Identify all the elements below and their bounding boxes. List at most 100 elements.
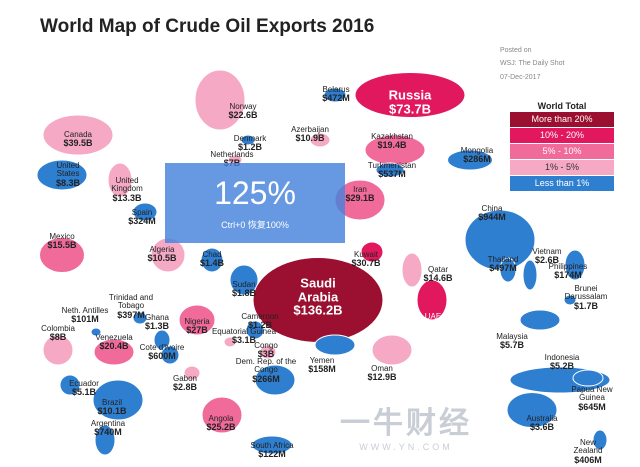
country-name: United Kingdom [111,175,143,194]
country-label: Turkmenistan $537M [365,161,420,180]
country-label: Denmark $1.2B [228,134,273,153]
country-name: Denmark [233,134,267,144]
country-value: $174M [554,270,582,281]
country-label: Dem. Rep. of the Congo $266M [231,357,301,384]
country-value: $406M [574,454,602,465]
country-shape [42,114,114,156]
country-value: $1.7B [573,300,599,311]
country-label: Yemen $158M [302,356,342,375]
country-shape [522,259,538,291]
country-shape [107,162,133,198]
country-value: $5.2B [549,361,575,372]
country-shape [93,338,135,366]
country-label: Spain $324M [127,208,157,227]
country-name: Nigeria [184,317,210,327]
country-label: Russia $73.7B [380,88,440,115]
country-name: Belarus [322,85,350,95]
country-name: UAE [424,312,442,322]
country-shape [42,334,74,366]
country-label: Vietnam $2.6B [527,247,567,266]
country-value: $27B [186,325,208,336]
country-label: United States $8.3B [46,161,91,188]
country-name: Vietnam [532,247,562,257]
country-value: $10.9B [295,133,325,144]
country-label: Azerbaijan $10.9B [285,125,335,144]
country-value: $1.8B [231,288,257,299]
country-value: $30.7B [351,258,381,269]
country-value: $8B [49,332,67,343]
country-name: Trinidad and Tobago [108,292,154,311]
country-label: Kazakhstan $19.4B [365,132,420,151]
legend: World Total More than 20% 10% - 20% 5% - 1… [510,101,614,192]
country-name: Angola [208,414,234,424]
country-value: $397M [117,309,145,320]
country-label: Kuwait $30.7B [346,250,386,269]
country-value: $22.6B [228,110,258,121]
country-name: Russia [388,87,432,103]
country-value: $14.6B [423,273,453,284]
country-label: Indonesia $5.2B [537,353,587,372]
country-label: Trinidad and Tobago $397M [106,292,156,320]
country-shape [229,264,259,296]
country-name: Sudan [232,280,256,290]
country-shape [200,247,224,273]
country-name: Congo [254,341,278,351]
country-label: Cameroon $1.2B [225,312,295,331]
legend-item: 10% - 20% [510,128,614,143]
country-shape [401,252,423,288]
country-value: $1.2B [247,320,273,331]
country-shape [309,132,331,148]
country-shape [259,344,277,360]
country-label: Mexico $15.5B [42,232,82,251]
country-label: Cote d'Ivoire $600M [140,343,185,362]
country-shape [160,345,180,365]
country-shape [94,424,116,456]
country-label: Sudan $1.8B [229,280,259,299]
country-value: $8.3B [55,177,81,188]
country-shape [240,134,256,146]
country-value: $645M [578,401,606,412]
legend-item: More than 20% [510,112,614,127]
country-label: Brunei Darussalam $1.7B [556,284,616,311]
country-value: $15.5B [47,240,77,251]
country-name: Yemen [309,356,335,366]
country-label: Equatorial Guinea $3.1B [209,327,279,346]
country-label: Gabon $2.8B [165,374,205,393]
country-label: Belarus $472M [316,85,356,104]
zoom-overlay: 125% Ctrl+0 恢复100% [165,163,345,243]
country-label: Thailand $497M [483,255,523,274]
country-shape [371,334,413,366]
country-name: Ghana [144,313,170,323]
country-name: Saudi Arabia [297,275,339,305]
country-value: $537M [378,169,406,180]
country-label: Oman $12.9B [365,364,400,383]
country-label: New Zealand $406M [566,438,611,465]
country-label: Nigeria $27B [175,317,220,336]
country-value: $3B [257,349,275,360]
country-shape [178,304,216,336]
country-value: $39.5B [63,138,93,149]
country-name: Qatar [427,265,448,275]
country-shape [59,374,81,396]
country-value: $472M [322,93,350,104]
country-name: Kuwait [353,250,378,260]
country-name: Papua New Guinea [571,384,613,403]
country-shape [132,202,158,222]
country-shape [564,249,586,281]
country-label: Algeria $10.5B [142,245,182,264]
country-label: Mongolia $286M [455,146,500,165]
country-label: United Kingdom $13.3B [102,175,152,203]
zoom-hint: Ctrl+0 恢复100% [221,220,289,230]
source-line: WSJ: The Daily Shot [500,60,565,68]
country-name: Kazakhstan [371,132,413,142]
country-shape [92,379,144,421]
country-value: $286M [463,154,491,165]
country-name: Azerbaijan [291,125,329,135]
country-value: $122M [258,449,286,460]
legend-item: Less than 1% [510,176,614,191]
country-value: $20.4B [99,341,129,352]
country-value: $600M [148,351,176,362]
country-value: $136.2B [293,302,343,318]
country-label: Venezuela $20.4B [87,333,142,352]
